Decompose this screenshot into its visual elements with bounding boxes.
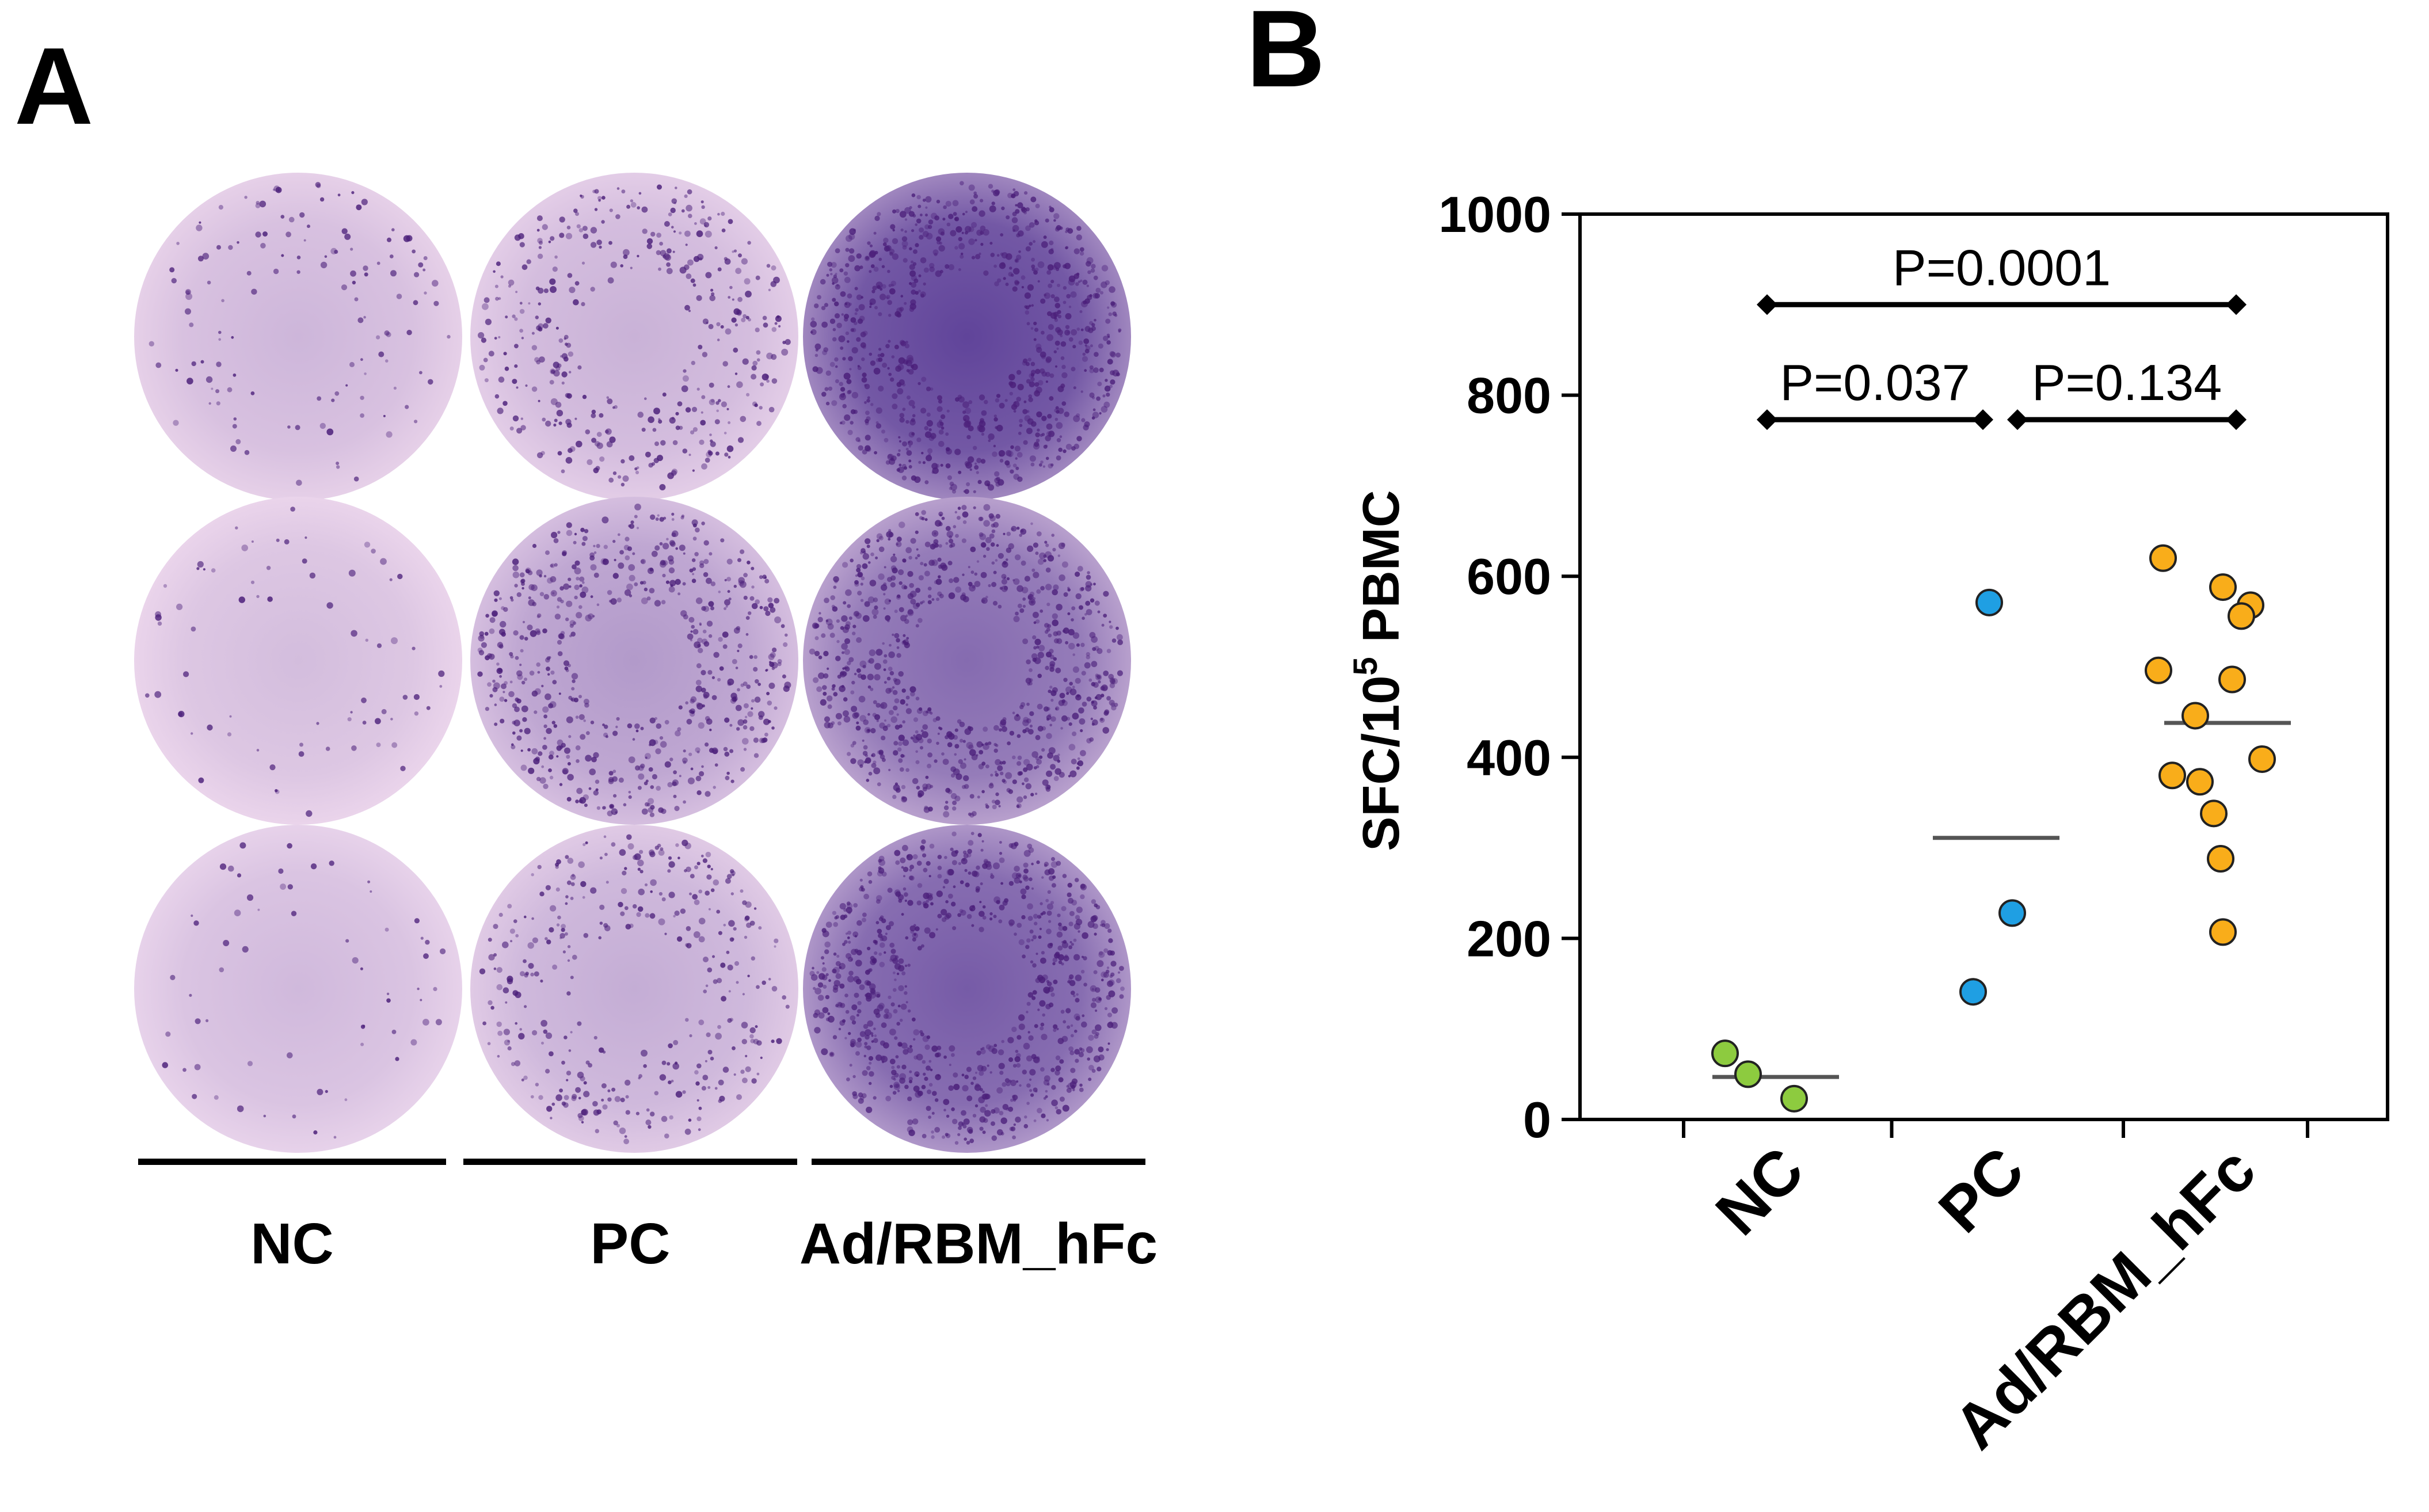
well-spots bbox=[479, 834, 790, 1145]
panel-a: A NC PC Ad/RBM_hFc bbox=[14, 25, 1158, 1276]
data-point bbox=[1711, 1039, 1739, 1068]
group-label: NC bbox=[250, 1212, 333, 1276]
series-0 bbox=[1711, 1039, 1839, 1113]
p-value-label: P=0.0001 bbox=[1893, 239, 2111, 296]
data-point bbox=[2228, 602, 2255, 630]
data-point bbox=[1959, 978, 1987, 1006]
data-point bbox=[1998, 899, 2026, 927]
plot-frame bbox=[1578, 212, 2389, 1121]
well-1-2 bbox=[470, 825, 798, 1153]
well-disc bbox=[134, 825, 462, 1153]
panel-b-letter: B bbox=[1246, 0, 1325, 110]
well-spots bbox=[810, 181, 1122, 494]
well-disc bbox=[803, 497, 1131, 825]
well-0-0 bbox=[134, 173, 462, 501]
series-2 bbox=[2145, 544, 2291, 946]
data-point bbox=[2145, 656, 2172, 684]
y-axis-label-tail: PBMC bbox=[1353, 490, 1410, 657]
group-underline bbox=[138, 1159, 446, 1165]
well-spots bbox=[477, 504, 791, 817]
panel-a-letter: A bbox=[14, 25, 93, 147]
data-point bbox=[2181, 702, 2209, 730]
comparison-marker bbox=[2007, 409, 2028, 431]
well-disc bbox=[134, 173, 462, 501]
x-category-label: PC bbox=[1925, 1134, 2038, 1246]
group-label: PC bbox=[591, 1212, 671, 1276]
well-0-1 bbox=[134, 497, 462, 825]
data-point bbox=[2149, 544, 2177, 572]
well-spots bbox=[809, 831, 1125, 1145]
data-point bbox=[2209, 918, 2237, 946]
p-value-label: P=0.037 bbox=[1780, 354, 1970, 411]
comparison-marker bbox=[2226, 294, 2247, 315]
data-point bbox=[2218, 665, 2246, 694]
y-tick-label: 1000 bbox=[1438, 186, 1551, 243]
y-axis-label-main: SFC/10 bbox=[1353, 676, 1410, 851]
panel-a-group-labels: NC PC Ad/RBM_hFc bbox=[138, 1159, 1158, 1276]
elispot-wells bbox=[134, 173, 1131, 1153]
p-value-label: P=0.134 bbox=[2032, 354, 2222, 411]
well-spots bbox=[478, 184, 791, 490]
data-point bbox=[2209, 573, 2237, 601]
well-disc bbox=[803, 825, 1131, 1153]
well-disc bbox=[470, 497, 798, 825]
well-disc bbox=[470, 173, 798, 501]
group-label: Ad/RBM_hFc bbox=[799, 1212, 1158, 1276]
y-axis-label: SFC/105 PBMC bbox=[1347, 490, 1410, 851]
comparison-2: P=0.134 bbox=[2007, 354, 2247, 431]
well-1-1 bbox=[470, 497, 798, 825]
well-spots bbox=[149, 182, 451, 486]
y-tick-label: 400 bbox=[1467, 729, 1551, 786]
data-point bbox=[1780, 1084, 1808, 1113]
well-disc bbox=[803, 173, 1131, 501]
series-1 bbox=[1933, 588, 2059, 1006]
y-tick-label: 0 bbox=[1523, 1091, 1551, 1148]
group-underline bbox=[463, 1159, 797, 1165]
well-spots bbox=[162, 842, 446, 1139]
well-2-1 bbox=[803, 497, 1131, 825]
y-axis-label-sup: 5 bbox=[1347, 657, 1384, 675]
well-2-2 bbox=[803, 825, 1131, 1153]
data-point bbox=[2200, 799, 2228, 828]
data-point bbox=[2158, 761, 2186, 790]
y-tick-label: 600 bbox=[1467, 548, 1551, 605]
data-point bbox=[2207, 844, 2234, 873]
comparison-marker bbox=[1757, 409, 1777, 431]
group-underline bbox=[812, 1159, 1145, 1165]
y-tick-label: 800 bbox=[1467, 367, 1551, 424]
y-tick-label: 200 bbox=[1467, 910, 1551, 967]
well-spots bbox=[145, 506, 445, 817]
data-point bbox=[2186, 768, 2214, 796]
well-spots bbox=[809, 504, 1123, 818]
x-category-label: NC bbox=[1703, 1134, 1817, 1248]
well-disc bbox=[134, 497, 462, 825]
comparison-marker bbox=[1757, 294, 1777, 315]
well-1-0 bbox=[470, 173, 798, 501]
data-point bbox=[1734, 1060, 1762, 1088]
well-disc bbox=[470, 825, 798, 1153]
comparison-1: P=0.037 bbox=[1757, 354, 1993, 431]
well-2-0 bbox=[803, 173, 1131, 501]
comparison-marker bbox=[1973, 409, 1993, 431]
comparison-0: P=0.0001 bbox=[1757, 239, 2247, 315]
well-0-2 bbox=[134, 825, 462, 1153]
data-point bbox=[2248, 745, 2276, 773]
comparison-marker bbox=[2226, 409, 2247, 431]
data-point bbox=[1975, 588, 2003, 616]
